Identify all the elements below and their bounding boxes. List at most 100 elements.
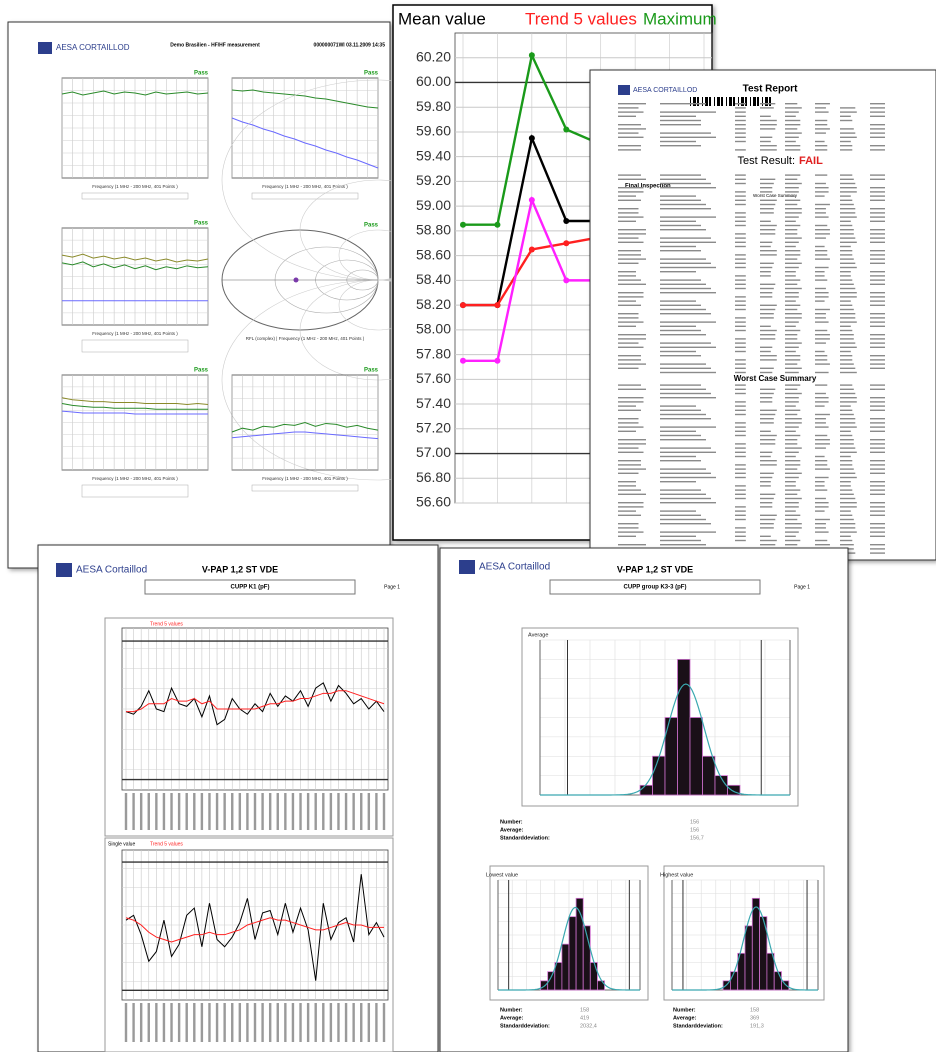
text-row: [760, 359, 777, 361]
text-row: [660, 426, 716, 428]
text-row: [660, 216, 716, 218]
text-row: [785, 279, 801, 281]
text-row: [815, 401, 829, 403]
text-row: [785, 271, 796, 273]
text-row: [660, 481, 696, 483]
x-label-placeholder: [337, 1003, 340, 1042]
text-row: [760, 476, 773, 479]
text-row: [760, 451, 773, 453]
text-row: [660, 497, 711, 500]
text-row: [870, 502, 885, 504]
bar-stripe: [697, 97, 699, 106]
text-row: [785, 434, 801, 437]
x-label-placeholder: [375, 793, 378, 830]
text-row: [785, 476, 799, 479]
text-row: [870, 145, 885, 147]
series-line: [61, 90, 209, 96]
text-row: [840, 535, 851, 537]
text-row: [785, 174, 801, 176]
text-row: [840, 191, 857, 193]
text-row: [815, 254, 828, 256]
stat-label: Number:: [500, 1007, 523, 1013]
text-row: [840, 514, 853, 516]
text-row: [785, 346, 799, 348]
text-row: [785, 539, 801, 542]
text-row: [735, 388, 746, 390]
bar: [730, 971, 739, 991]
text-row: [618, 430, 636, 432]
text-row: [785, 313, 802, 315]
stat-label: Average:: [673, 1015, 697, 1021]
title: Test Report: [743, 84, 798, 95]
y-tick-label: 56.80: [416, 469, 451, 485]
text-row: [735, 363, 746, 365]
text-row: [618, 409, 641, 411]
text-row: [815, 338, 830, 340]
text-row: [840, 355, 853, 357]
text-row: [785, 292, 799, 294]
text-row: [785, 262, 802, 264]
text-row: [735, 539, 746, 542]
text-row: [735, 245, 746, 248]
text-row: [618, 313, 639, 315]
text-row: [785, 103, 798, 105]
text-row: [760, 346, 773, 348]
text-row: [618, 514, 641, 516]
text-row: [870, 544, 885, 546]
text-row: [735, 136, 746, 138]
text-row: [785, 451, 799, 453]
text-row: [840, 338, 854, 340]
text-row: [735, 367, 746, 369]
text-row: [618, 271, 636, 273]
text-row: [760, 212, 774, 214]
text-row: [785, 514, 801, 516]
point: [460, 302, 466, 309]
text-row: [735, 329, 746, 332]
stat-value: 156: [690, 827, 699, 833]
text-row: [840, 527, 856, 529]
text-row: [815, 497, 826, 500]
text-row: [660, 145, 701, 147]
text-row: [618, 535, 636, 537]
text-row: [618, 334, 646, 336]
text-row: [660, 292, 716, 294]
text-row: [870, 506, 885, 508]
text-row: [735, 350, 746, 353]
text-row: [660, 115, 696, 117]
text-row: [785, 115, 796, 117]
text-row: [660, 199, 701, 201]
text-row: [618, 292, 644, 294]
page: [7, 21, 391, 569]
chart-title: RFL (complex) | Frequency (1 MHz - 200 M…: [246, 336, 365, 341]
text-row: [785, 518, 798, 521]
text-row: [618, 149, 641, 151]
text-row: [660, 313, 711, 315]
x-label-placeholder: [360, 1003, 363, 1042]
text-row: [660, 258, 706, 260]
text-row: [760, 199, 777, 201]
chart-title: Lowest value: [486, 872, 518, 878]
text-row: [870, 313, 885, 315]
text-row: [760, 401, 773, 403]
text-row: [760, 472, 774, 474]
text-row: [840, 434, 853, 437]
text-row: [618, 481, 636, 483]
y-tick-label: 57.20: [416, 419, 451, 435]
point: [528, 246, 535, 253]
report-id: 000000071WI 03.11.2009 14:35: [314, 42, 386, 48]
text-row: [840, 510, 851, 512]
text-row: [815, 359, 828, 361]
barcode: [690, 97, 771, 106]
stat-label: Average:: [500, 1015, 524, 1021]
x-label-placeholder: [367, 793, 371, 830]
x-label-placeholder: [231, 793, 234, 830]
text-row: [618, 464, 641, 466]
text-row: [785, 203, 798, 206]
x-label-placeholder: [215, 793, 219, 830]
text-row: [840, 539, 853, 542]
bar: [639, 784, 653, 796]
x-label-placeholder: [352, 793, 355, 830]
text-row: [785, 128, 798, 130]
text-row: [785, 149, 801, 151]
text-row: [815, 111, 829, 113]
